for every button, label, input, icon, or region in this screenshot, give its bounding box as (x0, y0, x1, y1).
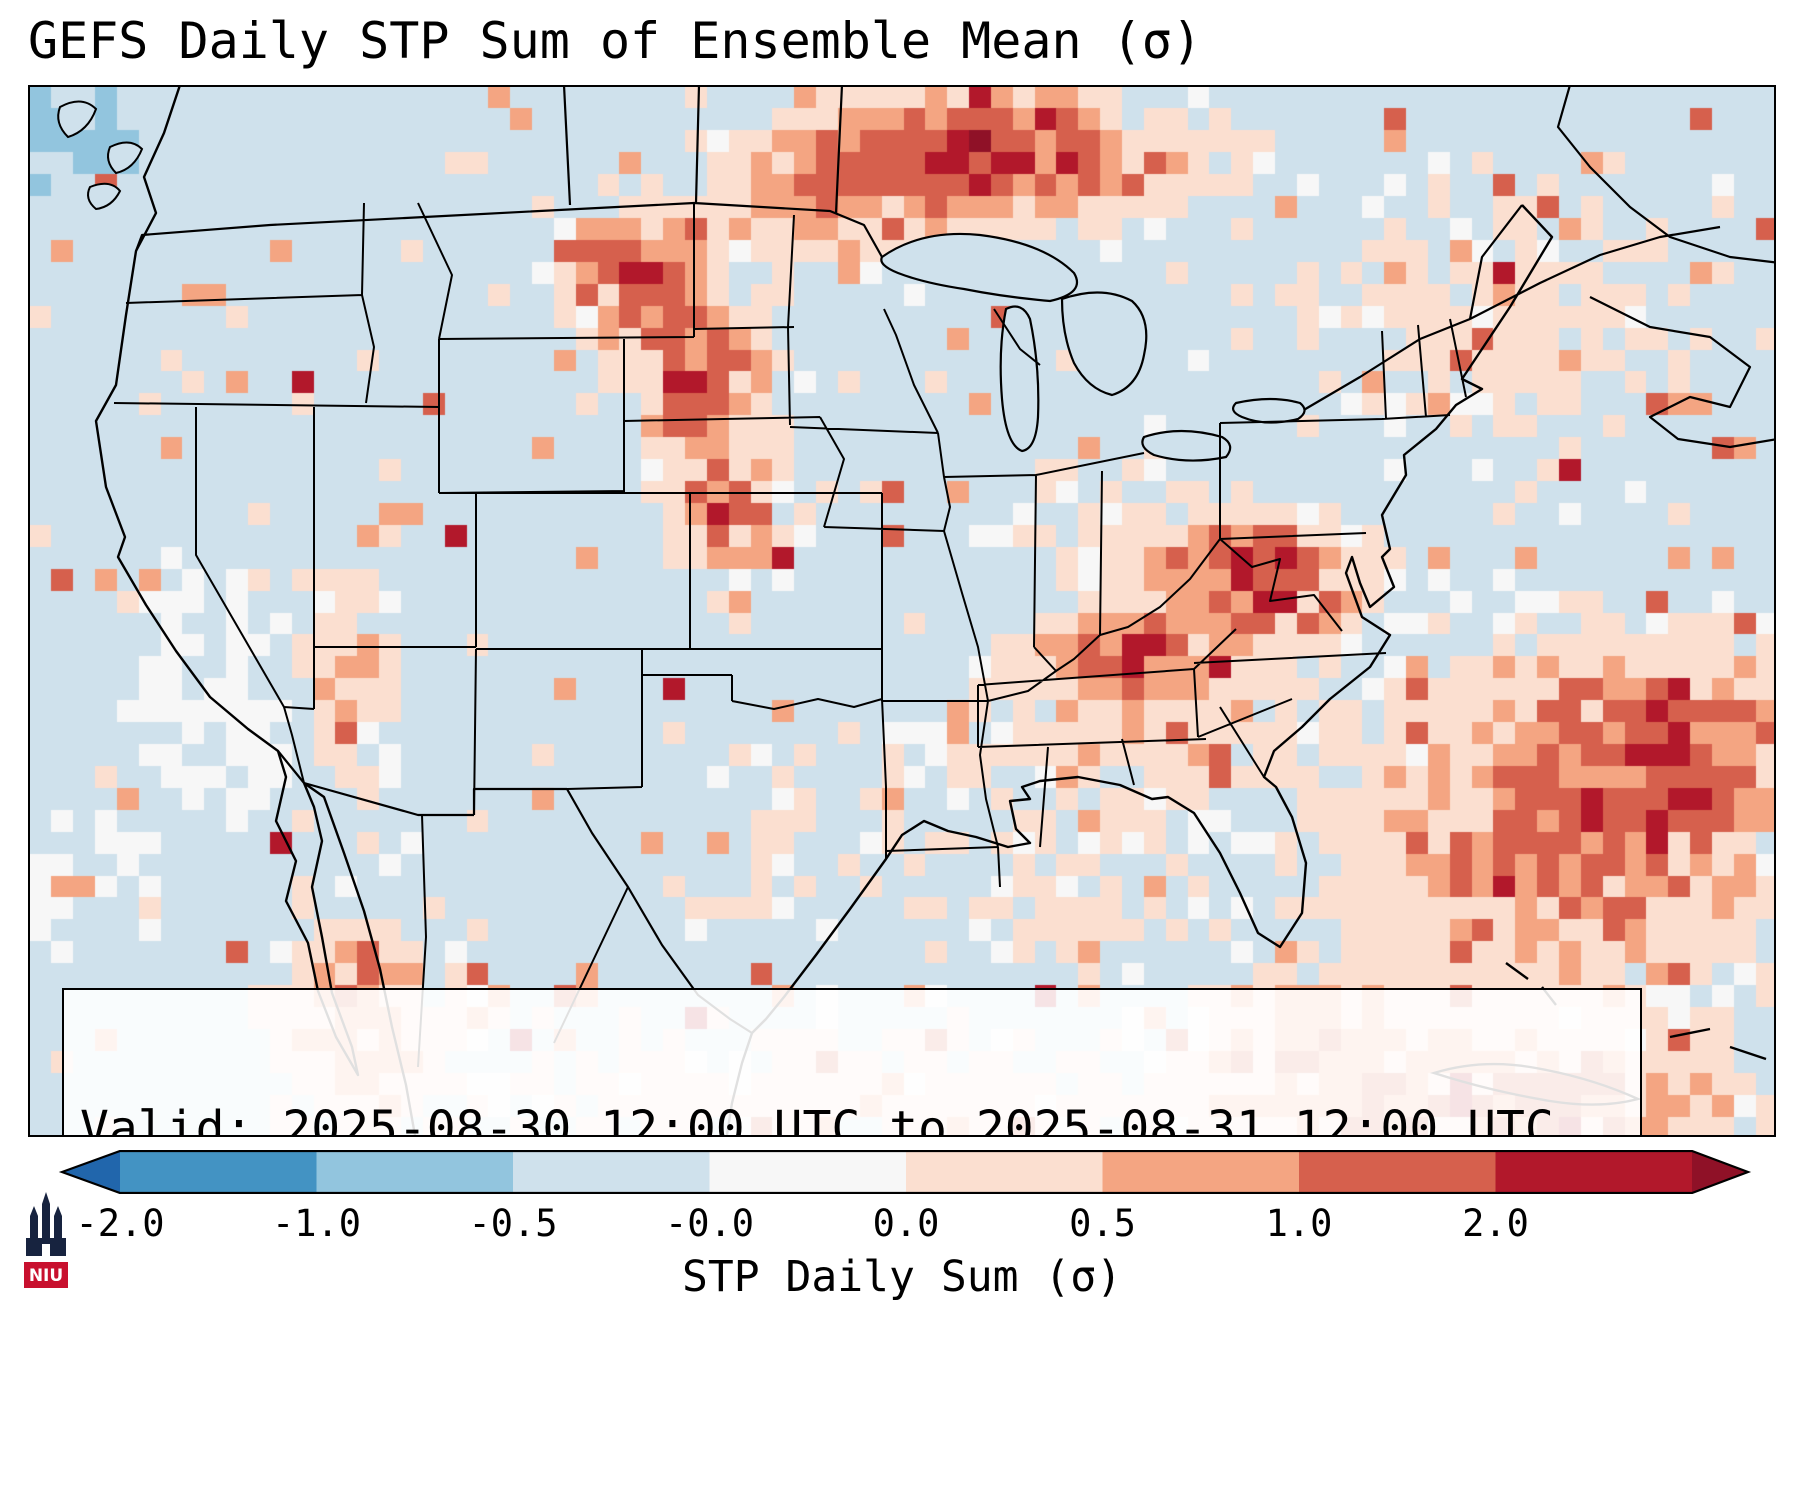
pacific-islands (57, 100, 144, 211)
map-overlay-svg (57, 87, 1774, 1135)
colorbar-tick-label: 0.5 (1069, 1202, 1136, 1245)
colorbar-tick-label: -0.5 (468, 1202, 558, 1245)
great-lakes (880, 232, 1306, 462)
colorbar-tick-label: 0.0 (872, 1202, 940, 1245)
niu-castle-icon: NIU (24, 1192, 68, 1288)
pacific-coastline-path (94, 87, 417, 1135)
state-borders-path (113, 202, 1467, 1068)
annotation-box: Valid: 2025-08-30 12:00 UTC to 2025-08-3… (62, 988, 1642, 1137)
map-panel: Valid: 2025-08-30 12:00 UTC to 2025-08-3… (28, 85, 1776, 1137)
colorbar-label: STP Daily Sum (σ) (681, 1252, 1123, 1302)
us-mexico-border-path (277, 750, 753, 1034)
colorbar-tick-label: 2.0 (1462, 1202, 1529, 1245)
colorbar-ticks: -2.0 -1.0 -0.5 -0.0 0.0 0.5 1.0 2.0 (0, 1202, 1803, 1248)
colorbar-svg (58, 1150, 1752, 1194)
colorbar-tick-label: -0.0 (664, 1202, 755, 1245)
atlantic-gulf-coastline-path (725, 204, 1554, 1135)
colorbar-tick-label: -1.0 (271, 1202, 362, 1245)
canadian-maritimes-coast-path (1556, 87, 1774, 449)
niu-wordmark: NIU (29, 1266, 63, 1286)
niu-logo: NIU (22, 1192, 70, 1306)
figure-title: GEFS Daily STP Sum of Ensemble Mean (σ) (28, 12, 1202, 70)
annotation-valid: Valid: 2025-08-30 12:00 UTC to 2025-08-3… (80, 1101, 1554, 1137)
colorbar-tick-label: 1.0 (1265, 1202, 1333, 1245)
colorbar-tick-label: -2.0 (75, 1202, 165, 1245)
